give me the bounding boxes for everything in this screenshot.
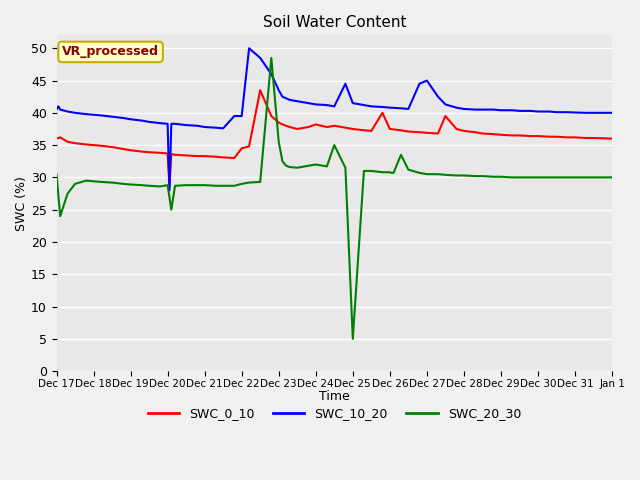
SWC_0_10: [257, 87, 264, 93]
SWC_20_30: [608, 175, 616, 180]
Title: Soil Water Content: Soil Water Content: [262, 15, 406, 30]
SWC_0_10: [212, 154, 220, 160]
Text: VR_processed: VR_processed: [62, 46, 159, 59]
SWC_20_30: [305, 163, 312, 168]
SWC_10_20: [608, 110, 616, 116]
SWC_20_30: [90, 179, 97, 184]
Line: SWC_10_20: SWC_10_20: [56, 48, 612, 190]
SWC_0_10: [342, 125, 349, 131]
SWC_0_10: [286, 124, 294, 130]
SWC_10_20: [245, 46, 253, 51]
SWC_0_10: [52, 136, 60, 142]
SWC_0_10: [545, 134, 553, 140]
Legend: SWC_0_10, SWC_10_20, SWC_20_30: SWC_0_10, SWC_10_20, SWC_20_30: [143, 402, 526, 425]
SWC_0_10: [166, 184, 173, 190]
SWC_10_20: [166, 187, 173, 193]
SWC_20_30: [571, 175, 579, 180]
SWC_10_20: [52, 107, 60, 112]
SWC_10_20: [497, 108, 505, 113]
SWC_20_30: [119, 181, 127, 187]
SWC_10_20: [83, 111, 90, 117]
SWC_10_20: [171, 121, 179, 127]
SWC_0_10: [589, 135, 597, 141]
SWC_20_30: [479, 173, 486, 179]
SWC_20_30: [268, 55, 275, 61]
SWC_10_20: [293, 98, 301, 104]
SWC_10_20: [212, 125, 220, 131]
SWC_20_30: [52, 171, 60, 177]
Line: SWC_0_10: SWC_0_10: [56, 90, 612, 187]
Y-axis label: SWC (%): SWC (%): [15, 176, 28, 231]
SWC_20_30: [282, 163, 290, 168]
Line: SWC_20_30: SWC_20_30: [56, 58, 612, 339]
X-axis label: Time: Time: [319, 390, 349, 403]
SWC_10_20: [286, 97, 294, 103]
SWC_0_10: [171, 152, 179, 157]
SWC_20_30: [349, 336, 356, 342]
SWC_0_10: [608, 136, 616, 142]
